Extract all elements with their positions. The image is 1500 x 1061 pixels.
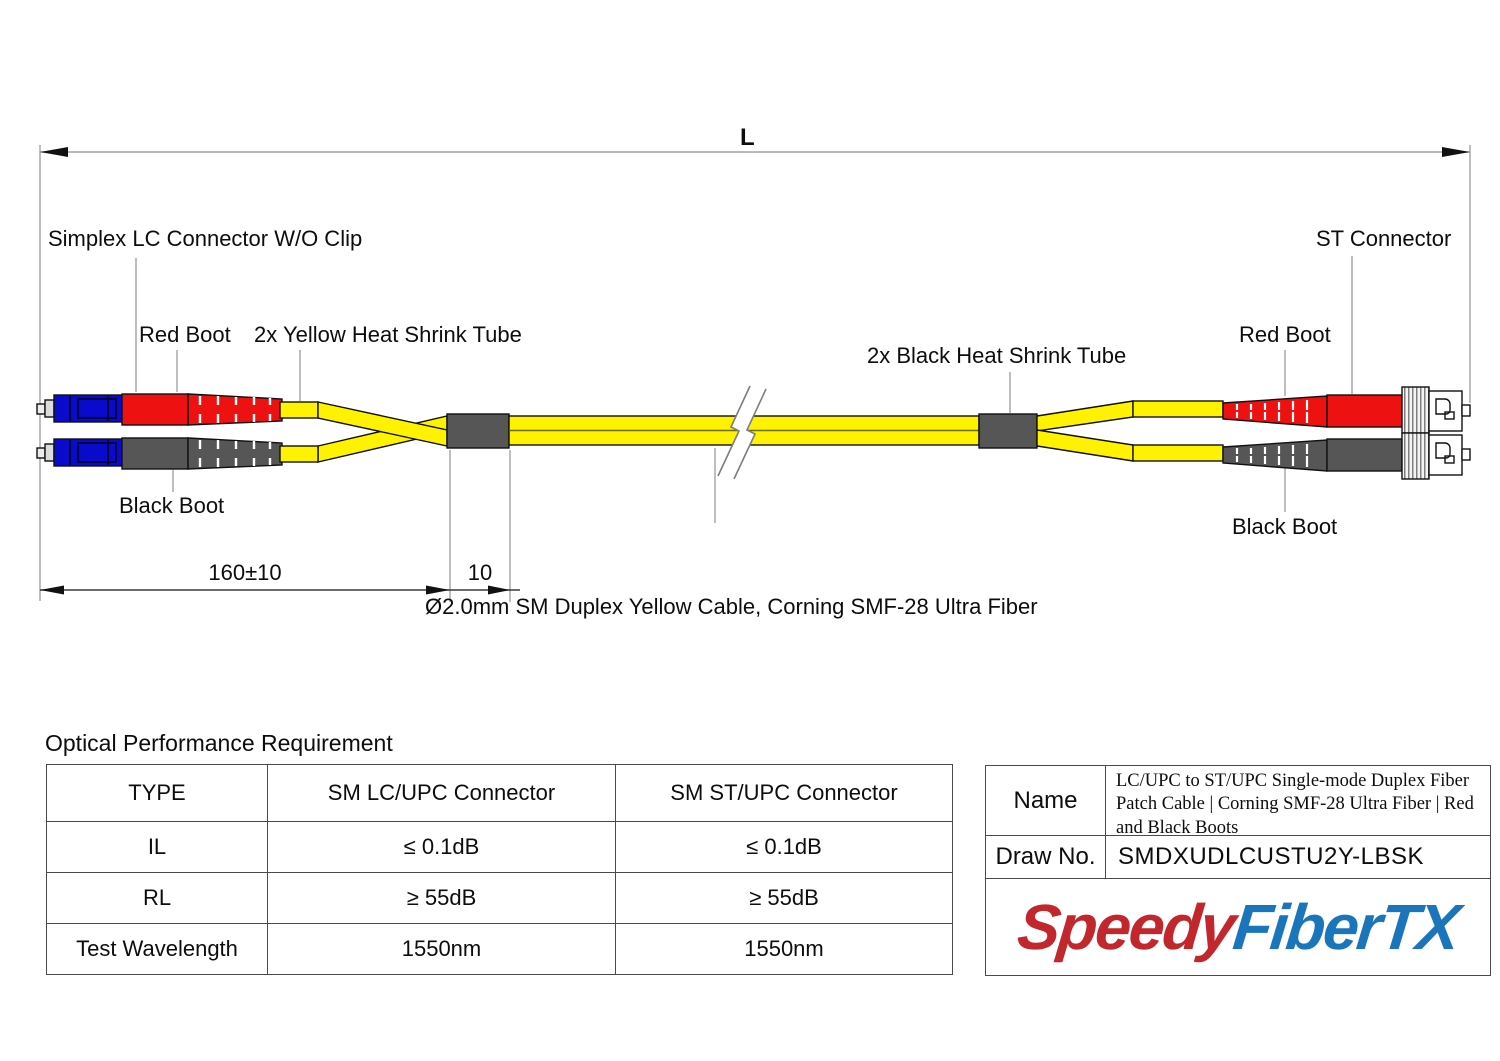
title-block: Name LC/UPC to ST/UPC Single-mode Duplex… — [985, 765, 1491, 976]
yellow-tube-top-slope-right — [1036, 400, 1134, 432]
yellow-tube-bottom-right — [1132, 444, 1224, 462]
table-row-rl: RL ≥ 55dB ≥ 55dB — [46, 872, 953, 924]
yellow-tube-bottom-slope-right — [1036, 429, 1134, 462]
st-bayonet-slot-bottom — [1435, 442, 1451, 459]
performance-table-title: Optical Performance Requirement — [45, 730, 393, 756]
construction-lines — [39, 145, 1471, 602]
st-connector-bottom — [1222, 432, 1471, 480]
dim-160-label: 160±10 — [208, 560, 282, 585]
st-ferrule-top — [1461, 404, 1471, 417]
arrow-L-right — [1442, 147, 1470, 157]
lc-connector-bottom — [36, 437, 283, 470]
label-black-boot-left: Black Boot — [119, 493, 225, 518]
st-bayonet-slot-top — [1435, 398, 1451, 415]
cell-il-st: ≤ 0.1dB — [615, 821, 953, 873]
title-block-drawno-row: Draw No. SMDXUDLCUSTU2Y-LBSK — [986, 836, 1490, 879]
arrow-160-left — [40, 585, 64, 595]
cell-il-type: IL — [46, 821, 268, 873]
dim-10-label: 10 — [467, 560, 493, 585]
draw-no-label: Draw No. — [986, 836, 1106, 878]
cell-wavelength-st: 1550nm — [615, 923, 953, 975]
red-boot-left-ribs — [187, 393, 283, 426]
lc-ferrule-tip-top — [36, 403, 46, 415]
arrow-10-right — [488, 585, 510, 595]
st-knurled-ring-bottom — [1401, 432, 1430, 480]
label-st-connector: ST Connector — [1316, 226, 1452, 251]
performance-table: TYPE SM LC/UPC Connector SM ST/UPC Conne… — [46, 764, 953, 975]
yellow-tube-bottom-left — [279, 445, 319, 463]
cell-il-lc: ≤ 0.1dB — [267, 821, 616, 873]
cable-break-symbol — [717, 385, 767, 480]
cell-rl-lc: ≥ 55dB — [267, 872, 616, 924]
black-boot-left-ribs — [187, 437, 283, 470]
yellow-tube-top-right — [1132, 400, 1224, 418]
label-black-heat-shrink: 2x Black Heat Shrink Tube — [867, 343, 1127, 368]
logo-fiber: Fiber — [1229, 891, 1384, 963]
junction-block-right — [978, 413, 1038, 449]
lc-ferrule-bottom — [44, 443, 55, 462]
red-boot-right-ribs — [1222, 395, 1328, 428]
arrow-L-left — [40, 147, 68, 157]
black-boot-right-body — [1326, 438, 1403, 472]
header-st-connector: SM ST/UPC Connector — [615, 764, 953, 822]
black-boot-left-body — [121, 437, 189, 470]
black-boot-right-slits — [1235, 444, 1309, 467]
cell-wavelength-lc: 1550nm — [267, 923, 616, 975]
dim-length-label: L — [740, 124, 755, 151]
st-knurled-ring-top — [1401, 386, 1430, 434]
label-yellow-heat-shrink: 2x Yellow Heat Shrink Tube — [254, 322, 522, 347]
title-block-name-row: Name LC/UPC to ST/UPC Single-mode Duplex… — [986, 766, 1490, 838]
red-boot-left-body — [121, 393, 189, 426]
cell-rl-type: RL — [46, 872, 268, 924]
name-value: LC/UPC to ST/UPC Single-mode Duplex Fibe… — [1116, 771, 1474, 838]
cell-wavelength-type: Test Wavelength — [46, 923, 268, 975]
table-row-wavelength: Test Wavelength 1550nm 1550nm — [46, 923, 953, 975]
st-connector-top — [1222, 386, 1471, 434]
red-boot-right-slits — [1235, 400, 1309, 423]
title-block-logo-row: SpeedyFiberTX — [986, 879, 1490, 975]
label-black-boot-right: Black Boot — [1232, 514, 1338, 539]
label-red-boot-left: Red Boot — [139, 322, 231, 347]
table-header-row: TYPE SM LC/UPC Connector SM ST/UPC Conne… — [46, 764, 953, 822]
header-lc-connector: SM LC/UPC Connector — [267, 764, 616, 822]
label-cable-spec: Ø2.0mm SM Duplex Yellow Cable, Corning S… — [425, 594, 1038, 619]
cell-rl-st: ≥ 55dB — [615, 872, 953, 924]
speedyfibertx-logo: SpeedyFiberTX — [1014, 890, 1462, 964]
black-boot-right-ribs — [1222, 439, 1328, 472]
st-ferrule-bottom — [1461, 448, 1471, 461]
label-simplex-lc-connector: Simplex LC Connector W/O Clip — [48, 226, 363, 251]
cable-diagram — [36, 145, 1471, 602]
red-boot-right-body — [1326, 394, 1403, 428]
arrow-160-right — [426, 585, 450, 595]
name-label: Name — [986, 766, 1106, 835]
yellow-tube-top-left — [279, 401, 319, 419]
black-boot-left-slits — [198, 440, 272, 467]
lc-connector-top — [36, 393, 283, 426]
lc-ferrule-tip-bottom — [36, 447, 46, 459]
table-row-il: IL ≤ 0.1dB ≤ 0.1dB — [46, 821, 953, 873]
dimension-arrows — [40, 147, 1470, 595]
lc-ferrule-top — [44, 399, 55, 418]
logo-speedy: Speedy — [1014, 891, 1238, 963]
red-boot-left-slits — [198, 396, 272, 423]
st-body-top — [1428, 390, 1463, 432]
st-body-bottom — [1428, 434, 1463, 476]
header-type: TYPE — [46, 764, 268, 822]
logo-tx: TX — [1376, 891, 1462, 963]
draw-no-value: SMDXUDLCUSTU2Y-LBSK — [1118, 843, 1425, 870]
junction-block-left — [446, 413, 510, 449]
label-red-boot-right: Red Boot — [1239, 322, 1331, 347]
